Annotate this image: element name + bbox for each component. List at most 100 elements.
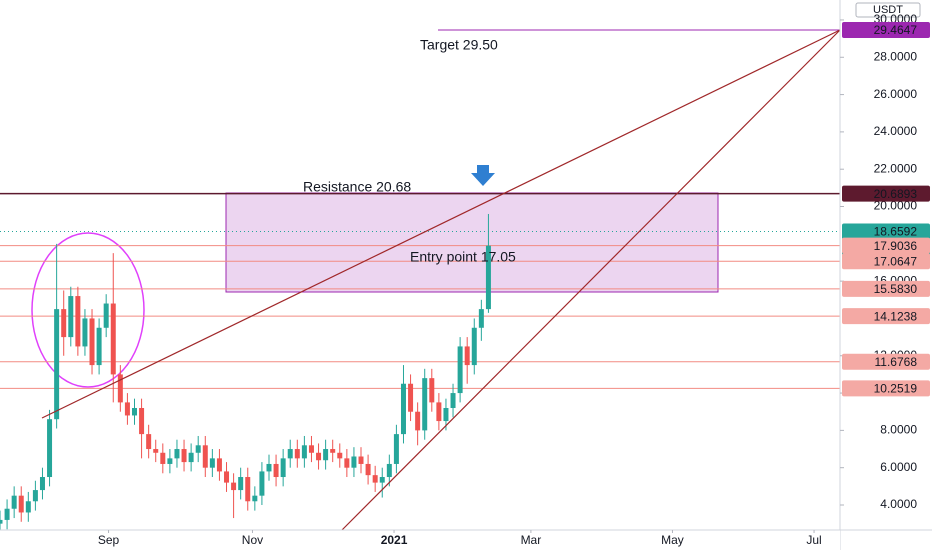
price-tag: [842, 21, 930, 38]
candle-body: [124, 402, 130, 416]
price-tag-label: 20.6893: [874, 187, 918, 201]
down-arrow: [471, 165, 495, 186]
candle-body: [39, 477, 45, 491]
candle-body: [429, 378, 435, 403]
price-tag: [842, 223, 930, 240]
candle-body: [457, 346, 463, 394]
x-tick-label: Mar: [521, 533, 542, 547]
candle-body: [351, 456, 357, 468]
candle-body: [386, 463, 392, 478]
x-tick-label: May: [661, 533, 684, 547]
candle-body: [400, 383, 406, 435]
candle-body: [393, 434, 399, 464]
price-tag-label: 14.1238: [874, 309, 918, 323]
candle-body: [436, 402, 442, 422]
annotation: Target 29.50: [420, 37, 498, 53]
candle-body: [478, 309, 484, 328]
candle-body: [337, 452, 343, 459]
time-axis: [0, 530, 840, 550]
annotation: Resistance 20.68: [303, 179, 411, 195]
candle-body: [181, 449, 187, 463]
candle-body: [245, 477, 251, 502]
candle-body: [415, 411, 421, 431]
currency: USDT: [873, 4, 903, 16]
y-tick-label: 22.0000: [874, 161, 918, 175]
candle-body: [103, 303, 109, 328]
price-tag: [842, 185, 930, 202]
candle-body: [167, 458, 173, 464]
candle-body: [259, 471, 265, 496]
candle-body: [358, 456, 364, 464]
price-tag: [842, 308, 930, 325]
y-tick-label: 28.0000: [874, 49, 918, 63]
candle-body: [224, 471, 230, 483]
candle-body: [18, 495, 24, 513]
candle-body: [422, 378, 428, 431]
candle-body: [11, 495, 17, 509]
candle-body: [450, 393, 456, 408]
price-tag: [842, 353, 930, 370]
highlight-circle: [31, 232, 145, 388]
price-axis: [840, 0, 932, 550]
candle-body: [238, 477, 244, 491]
candle-body: [195, 445, 201, 453]
candle-body: [75, 296, 81, 347]
candle-body: [280, 458, 286, 478]
candle-body: [365, 463, 371, 476]
entry-zone: [225, 192, 719, 293]
candle-body: [82, 318, 88, 347]
candle-body: [471, 327, 477, 366]
trend-line: [341, 29, 841, 531]
x-tick-label: Jul: [806, 533, 821, 547]
candle-body: [61, 309, 67, 338]
price-tag: [842, 280, 930, 297]
price-tag: [842, 380, 930, 397]
candle-body: [89, 318, 95, 366]
candle-body: [408, 383, 414, 412]
price-tag-label: 18.6592: [874, 225, 918, 239]
price-tag-label: 17.9036: [874, 239, 918, 253]
y-tick-label: 20.0000: [874, 199, 918, 213]
candle-body: [32, 490, 38, 502]
x-tick-label: Nov: [242, 533, 263, 547]
candle-body: [47, 419, 53, 478]
trend-line: [41, 29, 841, 419]
candle-body: [443, 407, 449, 422]
candle-body: [216, 458, 222, 472]
candle-body: [252, 495, 258, 502]
y-tick-label: 8.0000: [880, 423, 917, 437]
currency-box[interactable]: [855, 2, 921, 18]
candle-body: [25, 501, 31, 513]
price-tag-label: 17.0647: [874, 254, 918, 268]
candle-body: [485, 245, 491, 310]
candle-body: [54, 309, 60, 420]
candle-body: [308, 445, 314, 453]
candle-body: [153, 449, 159, 453]
y-tick-label: 24.0000: [874, 124, 918, 138]
candle-body: [0, 519, 3, 524]
y-tick-label: 26.0000: [874, 87, 918, 101]
candles: [0, 29, 840, 533]
candle-body: [68, 296, 74, 338]
candle-body: [131, 407, 137, 416]
candle-body: [344, 458, 350, 468]
candle-body: [209, 458, 215, 468]
candle-body: [174, 449, 180, 459]
candle-body: [316, 452, 322, 461]
price-tag: [842, 253, 930, 270]
x-tick-label: 2021: [381, 533, 408, 547]
candle-body: [96, 327, 102, 366]
candle-body: [372, 475, 378, 483]
y-tick-label: 4.0000: [880, 497, 917, 511]
candle-body: [464, 346, 470, 366]
y-tick-label: 6.0000: [880, 460, 917, 474]
price-tag-label: 29.4647: [874, 23, 918, 37]
candle-body: [160, 452, 166, 464]
price-tag-label: 10.2519: [874, 382, 918, 396]
candle-body: [202, 445, 208, 468]
candle-body: [287, 449, 293, 459]
price-tag-label: 11.6768: [875, 355, 918, 369]
price-tag-label: 15.5830: [874, 282, 918, 296]
candle-body: [301, 445, 307, 459]
